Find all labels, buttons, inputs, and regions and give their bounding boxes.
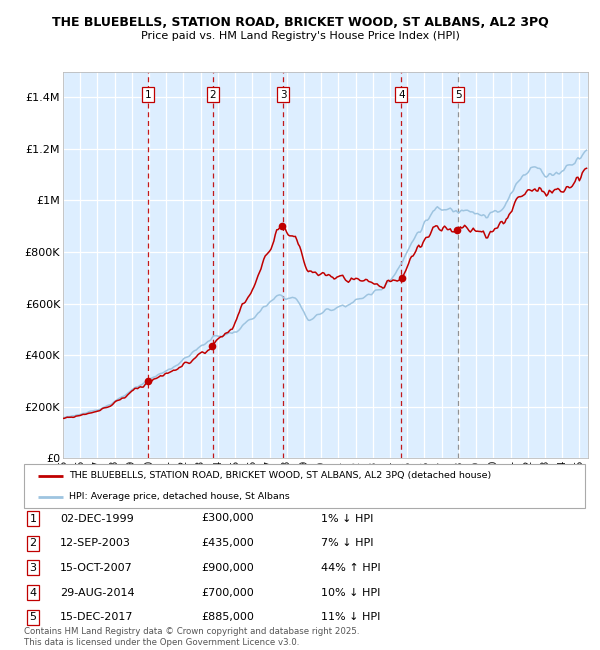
Text: HPI: Average price, detached house, St Albans: HPI: Average price, detached house, St A… xyxy=(69,492,290,501)
Text: £885,000: £885,000 xyxy=(201,612,254,622)
Text: 15-DEC-2017: 15-DEC-2017 xyxy=(60,612,133,622)
Text: 29-AUG-2014: 29-AUG-2014 xyxy=(60,588,134,597)
Text: 2: 2 xyxy=(209,90,216,99)
Text: 44% ↑ HPI: 44% ↑ HPI xyxy=(321,563,380,573)
Text: 11% ↓ HPI: 11% ↓ HPI xyxy=(321,612,380,622)
Text: 02-DEC-1999: 02-DEC-1999 xyxy=(60,514,134,523)
Text: Contains HM Land Registry data © Crown copyright and database right 2025.
This d: Contains HM Land Registry data © Crown c… xyxy=(24,627,359,647)
Text: Price paid vs. HM Land Registry's House Price Index (HPI): Price paid vs. HM Land Registry's House … xyxy=(140,31,460,41)
Text: 1: 1 xyxy=(29,514,37,523)
Text: 4: 4 xyxy=(29,588,37,597)
Text: 5: 5 xyxy=(455,90,461,99)
Text: 1% ↓ HPI: 1% ↓ HPI xyxy=(321,514,373,523)
Text: 3: 3 xyxy=(29,563,37,573)
Text: £700,000: £700,000 xyxy=(201,588,254,597)
Text: 3: 3 xyxy=(280,90,286,99)
Text: 5: 5 xyxy=(29,612,37,622)
Text: 7% ↓ HPI: 7% ↓ HPI xyxy=(321,538,373,548)
Text: £435,000: £435,000 xyxy=(201,538,254,548)
Text: 2: 2 xyxy=(29,538,37,548)
Text: 10% ↓ HPI: 10% ↓ HPI xyxy=(321,588,380,597)
Text: £900,000: £900,000 xyxy=(201,563,254,573)
Text: 4: 4 xyxy=(398,90,405,99)
Text: THE BLUEBELLS, STATION ROAD, BRICKET WOOD, ST ALBANS, AL2 3PQ (detached house): THE BLUEBELLS, STATION ROAD, BRICKET WOO… xyxy=(69,471,491,480)
Text: 12-SEP-2003: 12-SEP-2003 xyxy=(60,538,131,548)
Text: THE BLUEBELLS, STATION ROAD, BRICKET WOOD, ST ALBANS, AL2 3PQ: THE BLUEBELLS, STATION ROAD, BRICKET WOO… xyxy=(52,16,548,29)
Text: 15-OCT-2007: 15-OCT-2007 xyxy=(60,563,133,573)
Text: 1: 1 xyxy=(145,90,151,99)
Text: £300,000: £300,000 xyxy=(201,514,254,523)
